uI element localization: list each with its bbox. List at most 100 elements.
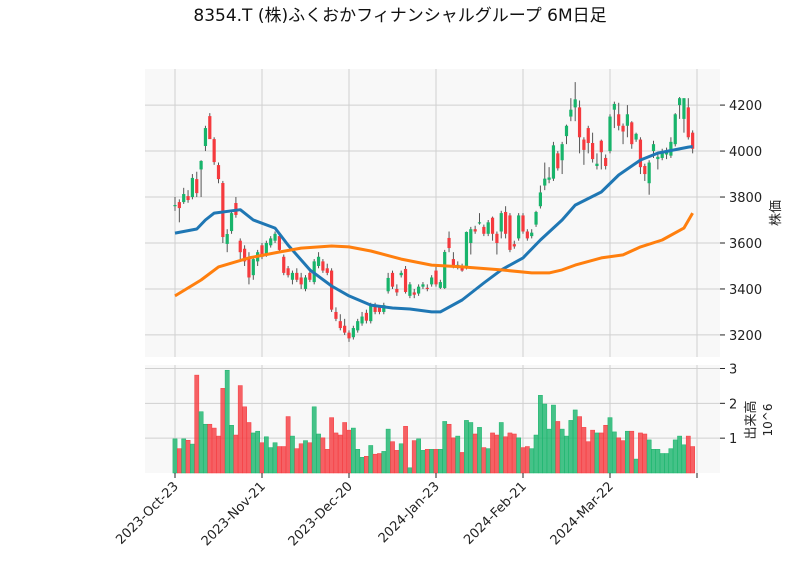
volume-bar — [220, 388, 226, 474]
volume-bar — [246, 422, 252, 474]
candle-down — [243, 248, 247, 262]
candle-up — [595, 163, 599, 166]
volume-bar — [177, 448, 182, 474]
volume-bar — [455, 435, 461, 474]
volume-bar — [190, 443, 195, 474]
volume-bar — [394, 450, 400, 474]
volume-bar — [629, 430, 635, 474]
candle-down — [582, 139, 586, 150]
candle-up — [625, 114, 629, 126]
candle-down — [295, 272, 299, 280]
volume-bar — [290, 435, 295, 474]
candle-up — [573, 99, 577, 108]
x-tick-label: 2023-Dec-20 — [286, 479, 356, 549]
volume-bar — [511, 433, 517, 474]
volume-bar — [681, 444, 687, 474]
volume-bar — [185, 440, 191, 474]
candle-up — [564, 125, 569, 137]
price-tick-label: 4200 — [729, 99, 762, 114]
volume-bar — [494, 434, 500, 474]
candle-up — [225, 234, 229, 244]
volume-bar — [464, 420, 469, 474]
candle-up — [316, 256, 321, 266]
candle-down — [604, 157, 608, 166]
volume-bar — [451, 437, 456, 474]
candle-down — [473, 229, 477, 232]
volume-bar — [572, 409, 578, 474]
volume-bar — [298, 443, 304, 474]
volume-bar — [594, 432, 600, 474]
candle-up — [251, 259, 255, 276]
candle-down — [591, 143, 595, 160]
volume-bar — [581, 427, 587, 474]
volume-bar — [651, 449, 656, 474]
candle-up — [430, 277, 434, 285]
candle-up — [173, 205, 177, 207]
candle-down — [482, 226, 486, 234]
volume-bar — [207, 423, 213, 474]
candle-down — [221, 183, 225, 238]
volume-bar — [268, 447, 274, 474]
candle-up — [199, 160, 203, 170]
x-tick-label: 2023-Nov-21 — [199, 479, 269, 549]
candle-down — [617, 114, 621, 126]
candle-down — [643, 165, 647, 175]
candle-up — [612, 103, 616, 110]
candle-down — [599, 140, 603, 153]
volume-bar — [355, 449, 361, 474]
x-tick-label: 2024-Feb-21 — [461, 479, 530, 548]
volume-bar — [568, 420, 574, 474]
volume-bar — [407, 467, 413, 474]
price-axis-label: 株価 — [769, 200, 784, 226]
volume-bar — [525, 446, 530, 474]
candle-down — [447, 237, 451, 249]
candle-up — [421, 284, 425, 287]
candle-down — [395, 288, 399, 293]
candle-down — [247, 259, 251, 278]
volume-bar — [472, 433, 478, 474]
ma-long-line — [174, 212, 694, 298]
volume-bar — [533, 434, 539, 474]
volume-bar — [546, 428, 552, 474]
volume-bar — [477, 427, 482, 474]
candle-down — [504, 211, 508, 234]
candle-down — [208, 116, 212, 140]
volume-bar — [677, 435, 682, 474]
volume-bar — [264, 436, 269, 474]
candle-up — [669, 141, 673, 156]
volume-bar — [181, 438, 187, 474]
volume-bar — [250, 432, 256, 474]
volume-bar — [659, 453, 665, 474]
chart-title: 8354.T (株)ふくおかフィナンシャルグループ 6M日足 — [193, 6, 607, 26]
candle-down — [212, 139, 216, 163]
volume-bar — [411, 440, 417, 474]
price-tick-label: 3400 — [729, 283, 762, 298]
candle-up — [651, 144, 656, 152]
volume-bar — [281, 446, 287, 474]
candle-down — [586, 128, 590, 144]
volume-bar — [324, 449, 330, 474]
volume-bar — [503, 436, 508, 474]
candle-down — [512, 244, 516, 247]
candle-down — [577, 107, 582, 138]
volume-bar — [272, 442, 278, 474]
candle-up — [647, 162, 651, 184]
candle-up — [417, 286, 421, 294]
volume-bar — [237, 385, 243, 474]
candle-down — [377, 307, 382, 312]
volume-bar — [233, 434, 239, 474]
volume-bar — [646, 439, 652, 474]
volume-bar — [229, 425, 234, 474]
candle-down — [621, 125, 625, 132]
candle-up — [534, 211, 538, 225]
volume-bar — [377, 453, 382, 474]
candle-down — [490, 217, 495, 234]
volume-bar — [685, 435, 691, 474]
candle-down — [691, 132, 695, 149]
x-tick-label: 2023-Oct-23 — [113, 479, 181, 547]
candle-up — [551, 145, 556, 179]
volume-bar — [424, 449, 430, 474]
volume-bar — [385, 428, 391, 474]
volume-bar — [559, 428, 565, 474]
candle-down — [177, 202, 181, 209]
